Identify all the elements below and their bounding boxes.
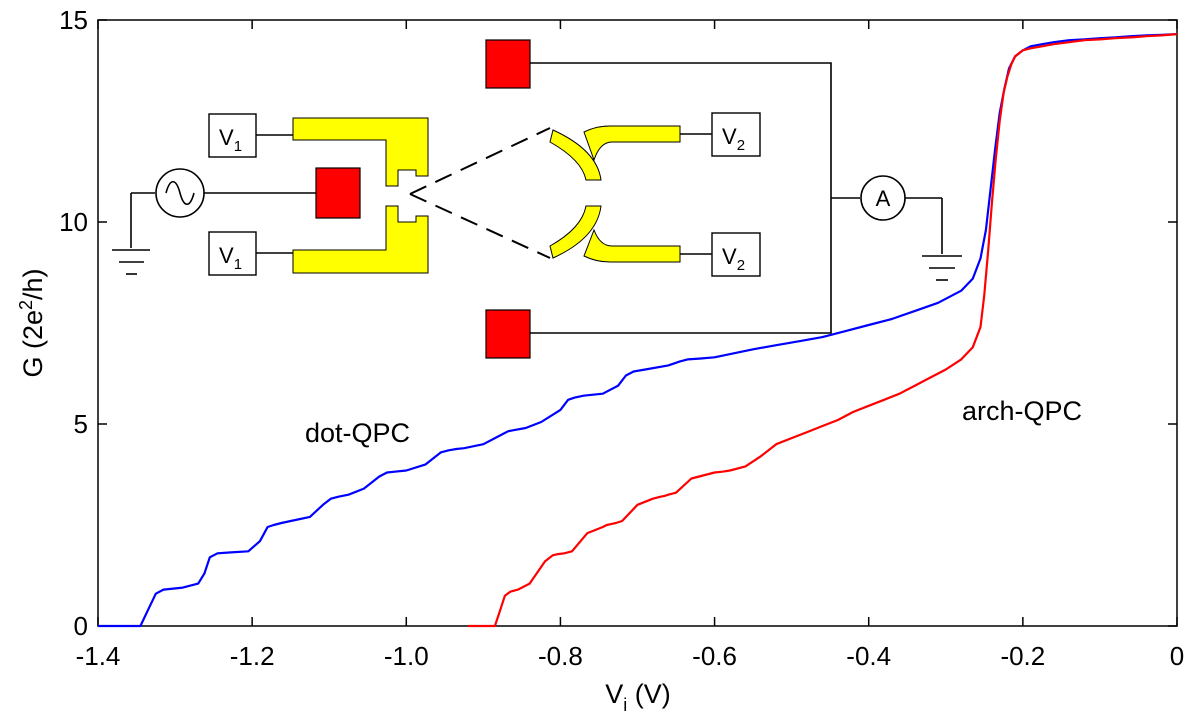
y-tick-label: 10 [59,207,88,237]
tick-labels: -1.4 -1.2 -1.0 -0.8 -0.6 -0.4 -0.2 0 0 5 10 15 [59,5,1184,671]
x-tick-label: -0.6 [692,641,737,671]
ground-symbol-right [922,198,962,280]
x-tick-label: -0.8 [538,641,583,671]
x-tick-label: -1.2 [230,641,275,671]
y-tick-label: 15 [59,5,88,35]
ground-symbol-left [112,193,150,274]
y-axis-title: G (2e2/h) [16,268,48,377]
y-tick-label: 0 [74,611,88,641]
plot-frame [98,20,1177,626]
x-tick-label: -1.0 [384,641,429,671]
ammeter-label: A [876,186,891,211]
arch-gates [550,126,680,262]
ohmic-contact-center [316,168,360,218]
series-line-dot-qpc [98,34,1177,626]
ohmic-contact-bottom [486,310,530,358]
x-tick-label: -0.4 [846,641,891,671]
series-layer [98,34,1177,626]
ohmic-contact-top [486,40,530,88]
annotation-dot-qpc: dot-QPC [305,418,410,448]
annotation-arch-qpc: arch-QPC [962,396,1082,426]
device-schematic-inset: V1 V1 V2 V2 A [112,40,962,358]
x-axis-title: Vi (V) [605,679,671,715]
x-tick-label: -1.4 [76,641,121,671]
axis-ticks [98,20,1177,626]
series-line-arch-qpc [468,34,1177,626]
x-tick-label: -0.2 [1000,641,1045,671]
x-tick-label: 0 [1170,641,1184,671]
ac-source-icon [156,169,204,217]
y-tick-label: 5 [74,409,88,439]
